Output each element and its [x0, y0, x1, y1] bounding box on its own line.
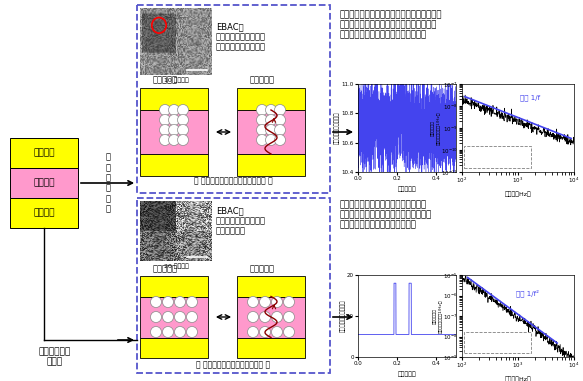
Circle shape [177, 134, 188, 146]
Text: 上部電極: 上部電極 [33, 149, 55, 157]
Circle shape [272, 296, 283, 307]
Circle shape [259, 312, 271, 322]
Circle shape [168, 134, 180, 146]
Circle shape [259, 296, 271, 307]
Circle shape [257, 134, 268, 146]
X-axis label: 時間（秒）: 時間（秒） [398, 187, 416, 192]
Circle shape [168, 125, 180, 136]
Circle shape [174, 296, 185, 307]
X-axis label: 時間（秒）: 時間（秒） [398, 372, 416, 377]
Circle shape [257, 125, 268, 136]
Circle shape [275, 125, 286, 136]
Text: 傾き 1/f²: 傾き 1/f² [516, 290, 539, 297]
Circle shape [275, 104, 286, 115]
Circle shape [257, 115, 268, 125]
Y-axis label: 電流（ナノアンペア）: 電流（ナノアンペア） [335, 112, 340, 144]
Text: 単一の電子捕獲・放出によるノイズが
観測された。ノイズに寄与する酸素欠損
の数が限られていることを示唆。: 単一の電子捕獲・放出によるノイズが 観測された。ノイズに寄与する酸素欠損 の数が… [340, 200, 432, 230]
Circle shape [163, 296, 174, 307]
Circle shape [248, 327, 258, 338]
Text: EBACで
導電性フィラメントが
観察されない: EBACで 導電性フィラメントが 観察されない [216, 206, 266, 236]
Circle shape [272, 312, 283, 322]
Y-axis label: 規格化パワー
スペクトル密度（1/Hz）: 規格化パワー スペクトル密度（1/Hz） [431, 111, 440, 145]
Circle shape [160, 104, 170, 115]
Bar [10, 198, 78, 228]
Text: 高抵抗状態: 高抵抗状態 [250, 75, 275, 84]
Bar [140, 110, 208, 154]
Circle shape [160, 125, 170, 136]
Bar [464, 332, 532, 353]
Text: 酸化物層: 酸化物層 [33, 179, 55, 187]
Circle shape [160, 134, 170, 146]
Circle shape [257, 104, 268, 115]
Circle shape [283, 312, 294, 322]
X-axis label: 周波数（Hz）: 周波数（Hz） [505, 376, 531, 381]
Text: 様々な種類の電子捕獲・放出によるノイズが
重なった状態が観測された。ノイズに寄与
する酸素欠損の数が多いことを示唆。: 様々な種類の電子捕獲・放出によるノイズが 重なった状態が観測された。ノイズに寄与… [340, 10, 442, 40]
Circle shape [177, 115, 188, 125]
Bar [140, 338, 208, 358]
Circle shape [272, 327, 283, 338]
Bar [237, 338, 305, 358]
Circle shape [187, 296, 198, 307]
Text: 傾き 1/f: 傾き 1/f [520, 95, 540, 101]
Text: － 従来動作／フィラメントモード －: － 従来動作／フィラメントモード － [194, 176, 272, 185]
Circle shape [174, 327, 185, 338]
X-axis label: 周波数（Hz）: 周波数（Hz） [505, 191, 531, 197]
Circle shape [150, 312, 161, 322]
Bar [137, 198, 330, 373]
Circle shape [174, 312, 185, 322]
Circle shape [265, 104, 276, 115]
Circle shape [168, 115, 180, 125]
Bar [10, 168, 78, 198]
Bar [237, 154, 305, 176]
Text: 下部電極: 下部電極 [33, 208, 55, 218]
Circle shape [275, 134, 286, 146]
Circle shape [163, 327, 174, 338]
Circle shape [150, 327, 161, 338]
Circle shape [275, 115, 286, 125]
Text: 低抵抗状態: 低抵抗状態 [153, 264, 177, 273]
Bar [237, 110, 305, 154]
Circle shape [265, 125, 276, 136]
Circle shape [283, 327, 294, 338]
Circle shape [283, 296, 294, 307]
Bar [237, 88, 305, 110]
Circle shape [248, 312, 258, 322]
Bar [137, 5, 330, 193]
Bar [464, 146, 532, 168]
Circle shape [259, 327, 271, 338]
Circle shape [265, 134, 276, 146]
Bar [140, 276, 208, 296]
Circle shape [177, 104, 188, 115]
Bar [237, 296, 305, 338]
Circle shape [168, 104, 180, 115]
Bar [140, 296, 208, 338]
Text: － 低消費電力動作／界面モード －: － 低消費電力動作／界面モード － [196, 360, 270, 369]
Circle shape [265, 115, 276, 125]
Circle shape [160, 115, 170, 125]
Y-axis label: 規格化パワー
スペクトル密度（1/Hz）: 規格化パワー スペクトル密度（1/Hz） [433, 299, 442, 333]
Text: 20 ミクロン: 20 ミクロン [164, 263, 188, 269]
Circle shape [187, 312, 198, 322]
Circle shape [163, 312, 174, 322]
Circle shape [177, 125, 188, 136]
Circle shape [187, 327, 198, 338]
Text: 高抵抗状態: 高抵抗状態 [250, 264, 275, 273]
Y-axis label: 電流（ナノアンペア）: 電流（ナノアンペア） [340, 300, 346, 332]
Bar [10, 138, 78, 168]
Bar [237, 276, 305, 296]
Bar [140, 154, 208, 176]
Text: EBACで
導電性フィラメントが
観察される（赤丸内）: EBACで 導電性フィラメントが 観察される（赤丸内） [216, 22, 266, 52]
Text: 低抵抗状態: 低抵抗状態 [153, 75, 177, 84]
Text: 10 ミクロン: 10 ミクロン [164, 77, 188, 83]
Circle shape [150, 296, 161, 307]
Circle shape [248, 296, 258, 307]
Text: 低消費電力型
初期化: 低消費電力型 初期化 [39, 347, 71, 367]
Bar [140, 88, 208, 110]
Text: 従
来
型
初
期
化: 従 来 型 初 期 化 [106, 152, 111, 213]
